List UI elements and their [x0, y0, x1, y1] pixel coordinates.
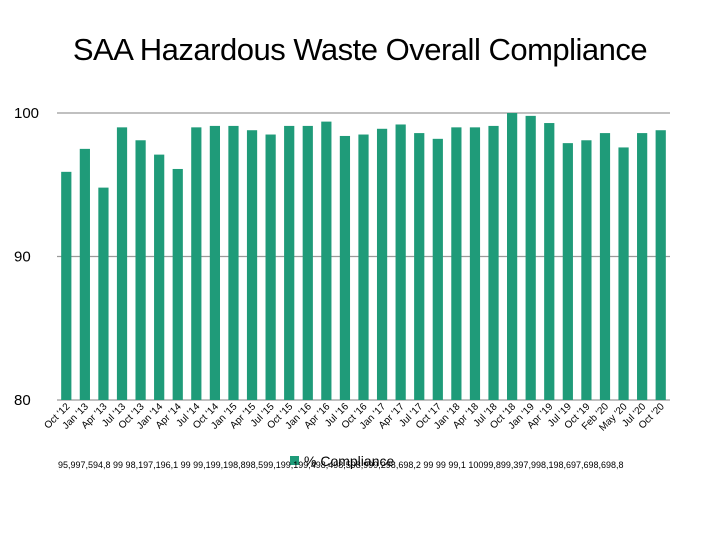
bar	[61, 171, 72, 400]
bar	[209, 125, 221, 400]
bar	[506, 113, 518, 400]
bar	[432, 138, 443, 400]
bar	[488, 125, 499, 400]
bar	[655, 130, 666, 400]
legend-label: % Compliance	[304, 453, 394, 469]
bar	[544, 123, 555, 401]
bar	[172, 168, 183, 400]
bars	[61, 113, 666, 401]
bar	[358, 134, 369, 400]
y-tick-label: 80	[14, 392, 31, 409]
bar	[525, 115, 536, 401]
bar	[246, 130, 258, 400]
legend: % Compliance	[290, 453, 394, 469]
bar	[302, 125, 313, 400]
bar	[228, 125, 239, 400]
legend-swatch	[290, 456, 299, 465]
bar	[618, 147, 629, 400]
bar	[116, 127, 128, 400]
bar	[451, 127, 462, 400]
y-axis-ticks: 80 90 100	[14, 105, 39, 409]
bar	[599, 133, 611, 400]
bar	[395, 124, 406, 400]
bar	[469, 127, 481, 400]
chart-title: SAA Hazardous Waste Overall Compliance	[72, 32, 648, 67]
bar	[154, 154, 165, 400]
bar	[321, 121, 332, 401]
bar	[79, 148, 90, 400]
bar	[265, 134, 276, 400]
data-value-strip: 95,997,594,8 99 98,197,196,1 99 99,199,1…	[58, 460, 624, 470]
bar	[562, 143, 573, 400]
bar	[376, 128, 388, 400]
bar	[339, 135, 351, 400]
bar	[581, 140, 592, 400]
bar	[135, 140, 146, 400]
bar	[98, 187, 109, 400]
y-tick-label: 90	[14, 249, 31, 266]
bar	[637, 133, 648, 400]
bar	[191, 127, 202, 400]
bar	[284, 125, 295, 400]
y-tick-label: 100	[14, 105, 39, 122]
bar	[414, 133, 425, 400]
